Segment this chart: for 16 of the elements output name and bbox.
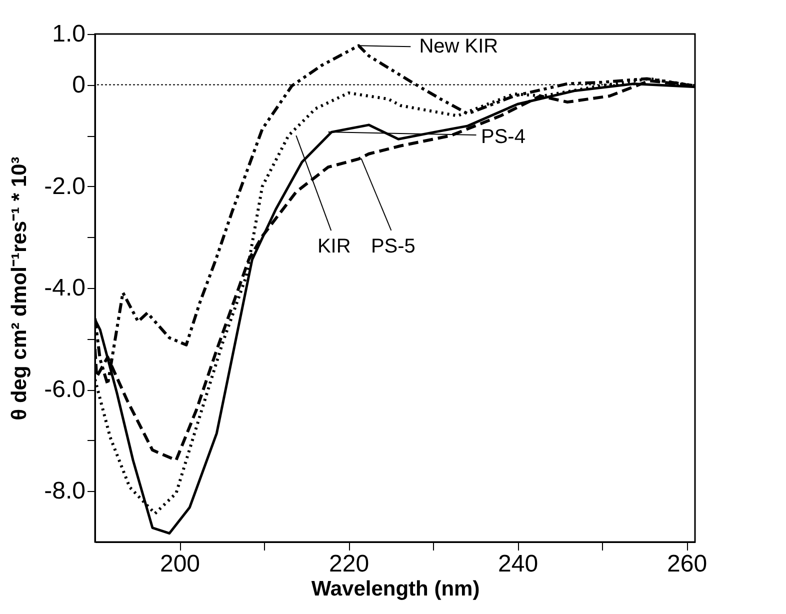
y-tick-label: 0 xyxy=(72,71,86,98)
y-tick-label: 1.0 xyxy=(52,20,86,48)
y-tick-label: -6.0 xyxy=(44,376,86,404)
x-tick-label: 220 xyxy=(329,550,370,578)
x-axis-title: Wavelength (nm) xyxy=(311,578,480,600)
y-tick-label: -4.0 xyxy=(44,274,86,302)
y-tick-label: -2.0 xyxy=(44,172,86,200)
y-axis-title: θ deg cm² dmol⁻¹res⁻¹ * 10³ xyxy=(8,156,32,420)
y-tick-label: -8.0 xyxy=(44,478,86,505)
annotation: PS-4 xyxy=(481,126,526,148)
x-tick-label: 260 xyxy=(667,550,708,578)
annotation: PS-5 xyxy=(370,235,416,258)
annotation: New KIR xyxy=(419,36,498,58)
x-tick-label: 200 xyxy=(160,550,200,578)
annotation: KIR xyxy=(317,236,351,258)
x-tick-label: 240 xyxy=(498,550,538,578)
